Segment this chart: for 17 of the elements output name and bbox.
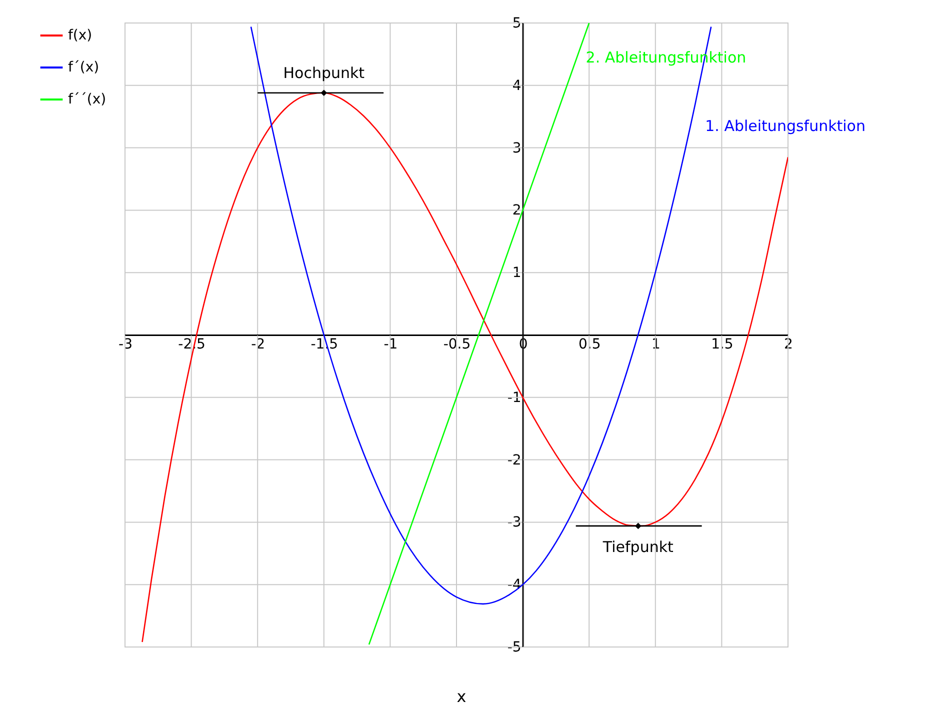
annotation: Hochpunkt bbox=[283, 64, 365, 82]
y-tick-label: 3 bbox=[512, 140, 522, 156]
annotation: 1. Ableitungsfunktion bbox=[705, 116, 866, 135]
y-tick-label: -1 bbox=[507, 390, 522, 406]
x-axis-title: x bbox=[456, 687, 466, 706]
y-tick-label: -2 bbox=[507, 452, 522, 468]
legend-label: f´(x) bbox=[68, 60, 100, 76]
annotation: Tiefpunkt bbox=[602, 538, 674, 556]
x-tick-label: -0.5 bbox=[443, 336, 471, 352]
x-tick-label: -1 bbox=[384, 336, 398, 352]
x-tick-label: 0.5 bbox=[578, 336, 601, 352]
y-tick-label: 1 bbox=[512, 265, 522, 282]
legend-label: f(x) bbox=[68, 28, 92, 44]
x-tick-label: 1 bbox=[651, 336, 660, 352]
y-tick-label: 2 bbox=[512, 202, 522, 219]
x-tick-label: 1.5 bbox=[711, 336, 734, 352]
legend-label: f´´(x) bbox=[68, 92, 106, 108]
